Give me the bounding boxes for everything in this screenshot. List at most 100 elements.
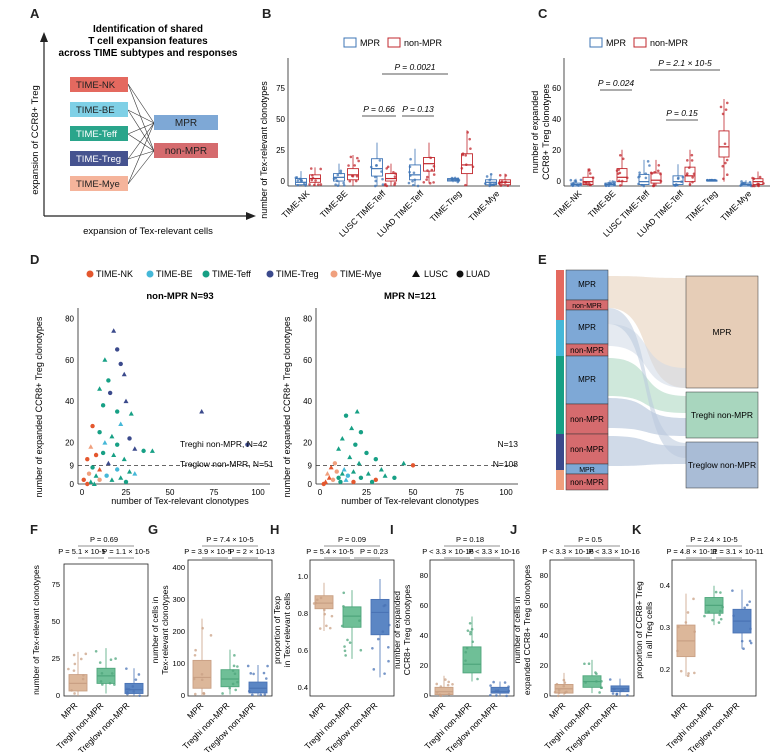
panel-j-box-1-point: [583, 662, 586, 666]
b-box-mpr-2-point: [374, 184, 377, 188]
panel-i-xlabel-0: MPR: [427, 700, 447, 720]
panel-c-pval-3: P = 2.1 × 10-5: [658, 58, 712, 68]
panel-j-box-1: [582, 659, 603, 694]
legend-d-treg-dot: [266, 270, 274, 278]
panel-label-g: G: [148, 522, 159, 537]
b-box-mpr-1-point: [335, 179, 339, 183]
panel-a-diagram: Identification of shared T cell expansio…: [30, 24, 256, 237]
b-box-nonmpr-0-point: [311, 174, 314, 177]
b-box-nonmpr-4-point: [464, 183, 467, 187]
panel-i-box-0-box: [434, 686, 454, 696]
c-box-mpr-2-point: [644, 176, 648, 180]
panel-g-box-2-point: [251, 693, 254, 697]
c-box-nonmpr-4-point: [721, 164, 725, 168]
panel-j-box-2: [608, 678, 630, 697]
c-box-nonmpr-5: [751, 171, 765, 188]
panel-g-box-1: [220, 649, 240, 695]
panel-g-box-2-point: [252, 672, 255, 676]
c-box-mpr-5-point: [739, 184, 742, 187]
d-left-xtick-2: 50: [166, 488, 175, 497]
panel-f-box-1-point: [109, 658, 113, 662]
legend-mpr-label: MPR: [360, 38, 381, 48]
c-box-nonmpr-1-point: [617, 179, 621, 183]
panel-b-ytick-50: 50: [276, 115, 285, 124]
b-box-nonmpr-1-point: [357, 159, 360, 163]
b-box-nonmpr-3-point: [432, 173, 436, 176]
d-left-point: [100, 450, 106, 456]
d-left-point: [109, 433, 115, 439]
panel-k-box-1-point: [707, 610, 710, 614]
panel-b-xlabel-1: TIME-BE: [318, 188, 350, 220]
panel-i-box-2-point: [495, 694, 498, 697]
d-left-ytick-0: 0: [70, 480, 75, 489]
panel-f-pval-2: P = 5.1 × 10-5: [58, 547, 105, 556]
panel-g-box-1-point: [234, 688, 238, 692]
panel-k-box-0-point: [693, 630, 696, 633]
panel-c-ylabel-1: number of expanded: [530, 91, 540, 174]
panel-h-box-2-point: [382, 604, 386, 608]
flow-low-3: [608, 308, 686, 458]
b-box-nonmpr-3-point: [425, 178, 428, 181]
d-right-point: [336, 446, 342, 451]
panel-c-yticks: 0 20 40 60: [552, 84, 561, 186]
c-box-mpr-3-point: [680, 180, 683, 184]
c-box-mpr-0-point: [571, 184, 575, 188]
b-box-mpr-2-point: [378, 159, 382, 162]
c-box-mpr-5-point: [740, 180, 743, 183]
panel-f-box-2-point: [137, 673, 141, 676]
panel-f-box-1-point: [110, 672, 114, 675]
panel-h-box-2-point: [387, 659, 390, 663]
panel-f-box-2-point: [134, 678, 138, 681]
b-box-mpr-5-point: [492, 183, 496, 186]
panel-g-frame: [187, 559, 273, 697]
panel-h-pval-3: P = 0.23: [360, 547, 388, 556]
panel-a-y-arrow: [40, 32, 48, 42]
e-left-7: MPR: [579, 467, 595, 474]
panel-g-box-2-point: [266, 664, 269, 668]
c-box-nonmpr-1-point: [619, 184, 622, 187]
d-right-point: [338, 479, 343, 485]
panel-a-text-treg: TIME-Treg: [76, 154, 121, 165]
panel-j-pval-3: P < 3.3 × 10-16: [588, 547, 640, 556]
panel-label-d: D: [30, 252, 40, 267]
panel-j-box-0-point: [557, 691, 561, 695]
d-right-xtick-1: 25: [362, 488, 371, 497]
panel-h-box-1-point: [358, 619, 361, 622]
panel-f-box-2-point: [126, 690, 129, 694]
b-box-nonmpr-0-point: [317, 183, 320, 186]
d-left-point: [88, 444, 94, 449]
c-box-nonmpr-2-point: [650, 172, 654, 175]
c-box-nonmpr-2: [649, 159, 663, 188]
panel-g-box-0-point: [201, 626, 204, 630]
e-left-8: non-MPR: [570, 478, 604, 487]
panel-i-box-2-point: [505, 694, 508, 698]
d-left-point: [100, 403, 106, 408]
panel-h-box-1-point: [359, 648, 363, 652]
panel-h-box-2-point: [371, 646, 374, 650]
c-box-nonmpr-3-point: [687, 166, 691, 169]
d-right-point: [351, 479, 356, 485]
panel-label-i: I: [390, 522, 394, 537]
c-box-mpr-2-point: [644, 172, 648, 175]
d-left-point: [118, 421, 124, 426]
b-box-mpr-0-point: [299, 178, 303, 181]
panel-c-xlabel-0: TIME-NK: [552, 188, 584, 220]
panel-k-box-2-point: [745, 603, 749, 607]
panel-g-pval-2: P = 3.9 × 10-5: [184, 547, 231, 556]
b-box-nonmpr-1-point: [350, 174, 354, 178]
panel-g-ytick-4: 400: [172, 563, 185, 572]
panel-i-ytick-1: 20: [420, 661, 428, 670]
b-box-nonmpr-0-point: [313, 183, 316, 187]
d-left-xtick-4: 100: [251, 488, 265, 497]
d-right-point: [358, 475, 364, 480]
panel-b-ylabel: number of Tex-relevant clonotypes: [259, 81, 269, 219]
b-box-mpr-0-point: [295, 176, 299, 179]
panel-j-box-2-point: [626, 687, 630, 691]
panel-g-box-1-point: [231, 682, 235, 686]
d-left-xtick-0: 0: [80, 488, 85, 497]
panel-k-box-0-point: [679, 669, 683, 673]
panel-f-box-0: [67, 651, 88, 696]
c-box-nonmpr-1-point: [625, 176, 629, 180]
d-left-point: [105, 460, 111, 466]
panel-k-box-2-point: [748, 600, 752, 603]
